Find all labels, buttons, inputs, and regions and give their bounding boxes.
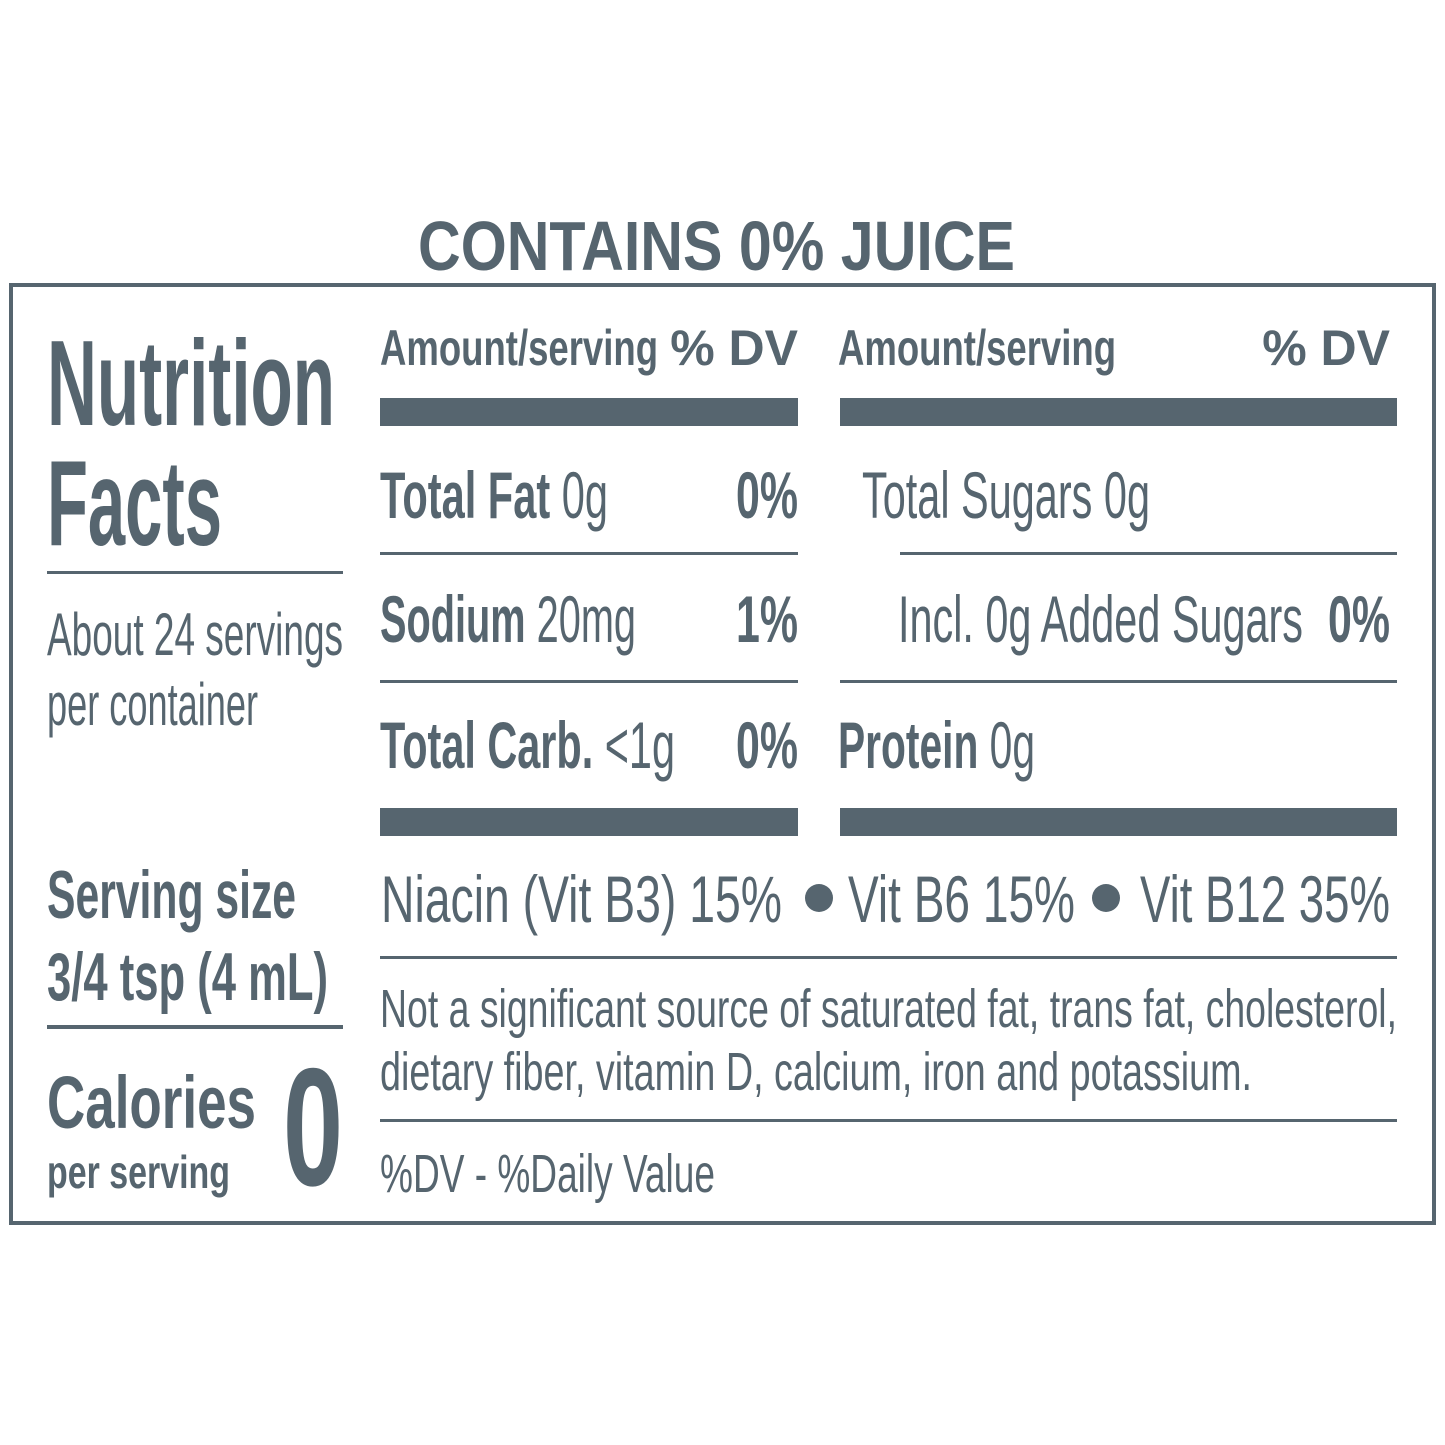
serving-size-label: Serving size (47, 857, 296, 933)
nutrient-amount: <1g (605, 708, 675, 782)
nutrient-name: Total Carb. (380, 708, 593, 782)
title-line: Nutrition (47, 315, 335, 451)
nutrient: Sodium 20mg (380, 582, 636, 656)
bullet (805, 884, 833, 912)
divider (840, 680, 1397, 683)
divider (380, 956, 1397, 959)
juice-statement: CONTAINS 0% JUICE (418, 207, 1015, 285)
servings-line: per container (47, 671, 258, 738)
divider (380, 680, 798, 683)
nutrient-dv: 0% (736, 708, 798, 782)
nutrient-name: Protein (838, 708, 978, 782)
nutrient-amount: 20mg (537, 582, 636, 656)
nutrient: Protein 0g (838, 708, 1035, 782)
thick-bar (380, 808, 798, 836)
nutrient-dv: 1% (736, 582, 798, 656)
header-dv: % DV (1262, 320, 1390, 376)
servings-line: About 24 servings (47, 601, 343, 668)
nutrient: Incl. 0g Added Sugars (898, 582, 1303, 656)
header-dv: % DV (670, 320, 798, 376)
divider (900, 552, 1397, 555)
calories-value: 0 (283, 1033, 343, 1221)
nutrient-name: Sodium (380, 582, 526, 656)
nutrient: Total Fat 0g (380, 458, 608, 532)
thick-bar (380, 398, 798, 426)
vitamin: Vit B6 15% (848, 862, 1075, 936)
calories-label: Calories (47, 1061, 256, 1144)
nutrient-dv: 0% (736, 458, 798, 532)
nutrient-amount: 0g (990, 708, 1035, 782)
vitamin: Niacin (Vit B3) 15% (381, 862, 782, 936)
divider (380, 552, 798, 555)
divider (47, 1025, 343, 1029)
thick-bar (840, 808, 1397, 836)
vitamin: Vit B12 35% (1140, 862, 1390, 936)
divider (47, 571, 343, 574)
header-amount: Amount/serving (380, 320, 658, 376)
footnote-line: dietary fiber, vitamin D, calcium, iron … (380, 1042, 1252, 1102)
nutrient: Total Sugars 0g (862, 458, 1150, 532)
dv-note: %DV - %Daily Value (380, 1144, 715, 1204)
serving-size-value: 3/4 tsp (4 mL) (47, 939, 328, 1015)
calories-sublabel: per serving (47, 1146, 230, 1198)
label-border (9, 283, 1436, 1225)
thick-bar (840, 398, 1397, 426)
nutrient: Total Carb. <1g (380, 708, 675, 782)
divider (380, 1119, 1397, 1122)
header-amount: Amount/serving (838, 320, 1116, 376)
nutrient-name: Total Fat (380, 458, 550, 532)
nutrient-amount: 0g (562, 458, 608, 532)
nutrient-dv: 0% (1328, 582, 1390, 656)
bullet (1092, 884, 1120, 912)
title-line: Facts (47, 435, 222, 571)
footnote-line: Not a significant source of saturated fa… (380, 979, 1397, 1039)
